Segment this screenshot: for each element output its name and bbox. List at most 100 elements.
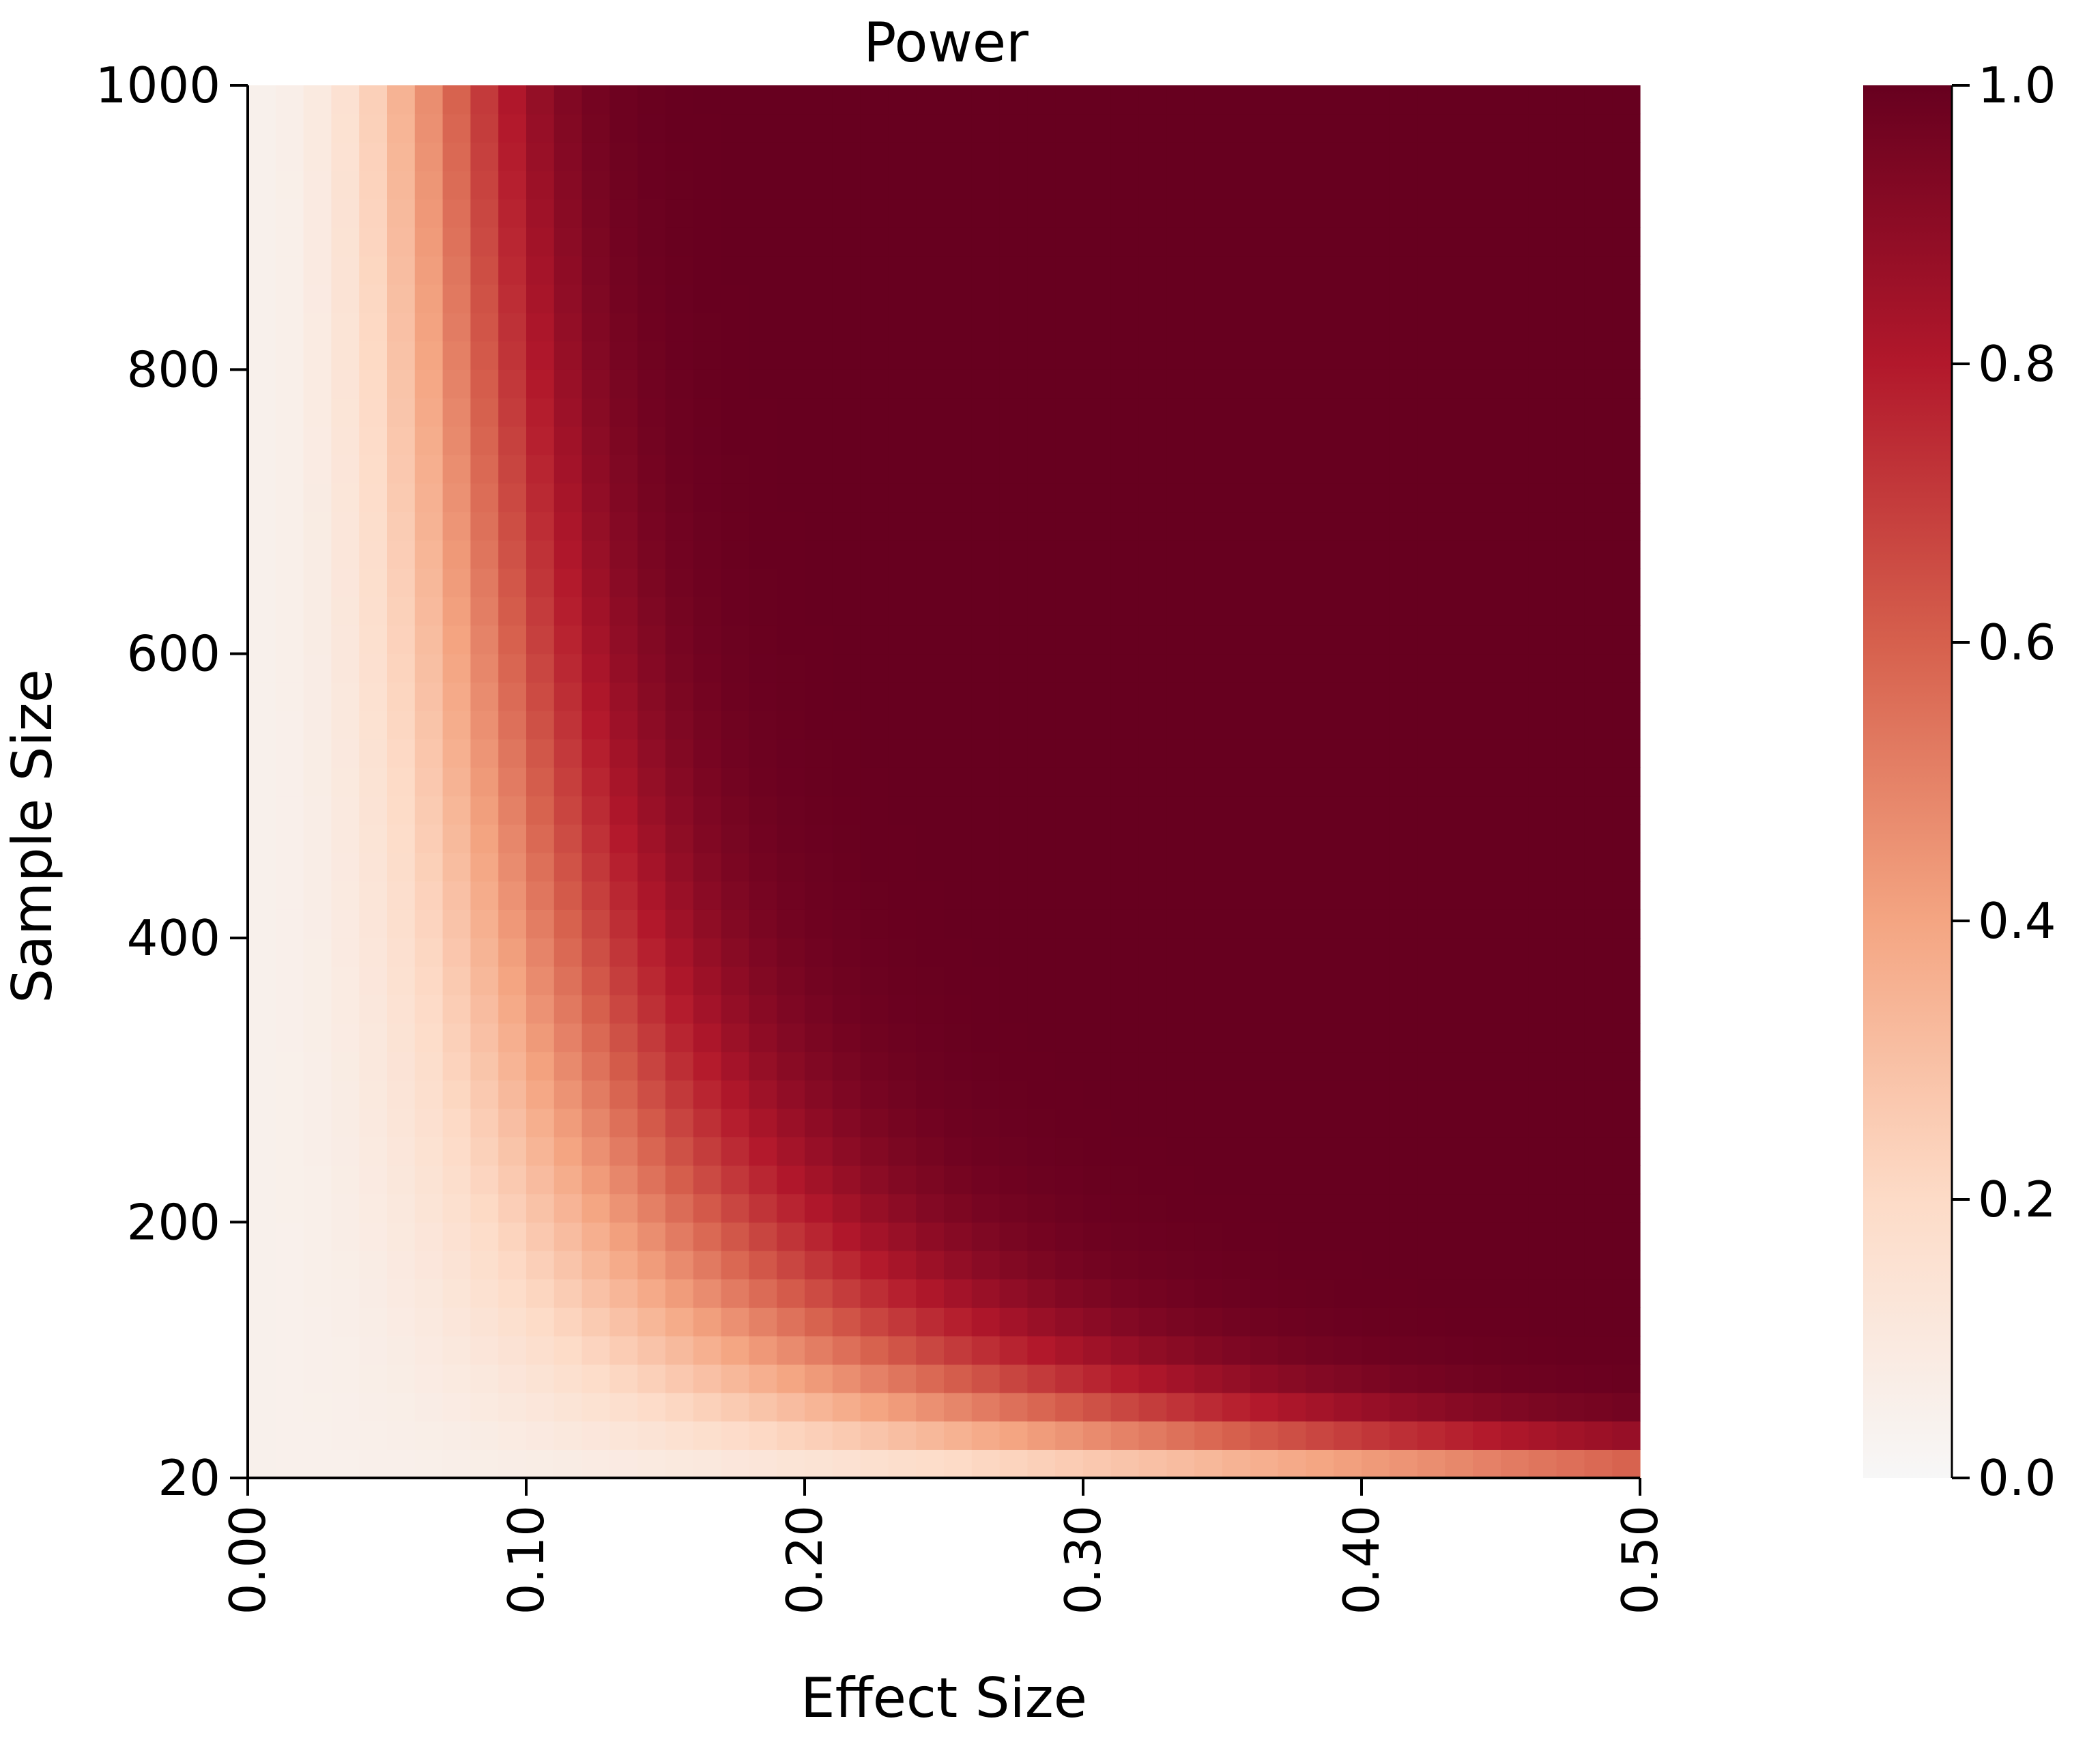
heatmap-cell: [414, 1364, 444, 1393]
heatmap-cell: [1473, 682, 1501, 711]
heatmap-cell: [1389, 1165, 1418, 1195]
heatmap-cell: [999, 682, 1028, 711]
heatmap-cell: [553, 1335, 583, 1365]
heatmap-cell: [1278, 1051, 1306, 1081]
heatmap-cell: [777, 341, 805, 370]
heatmap-cell: [944, 540, 973, 569]
heatmap-cell: [1389, 853, 1418, 882]
heatmap-cell: [971, 1222, 1001, 1251]
heatmap-cell: [1473, 1335, 1501, 1365]
heatmap-cell: [1334, 341, 1362, 370]
heatmap-cell: [414, 255, 444, 285]
heatmap-cell: [387, 966, 416, 995]
heatmap-cell: [832, 113, 861, 143]
heatmap-cell: [498, 511, 527, 541]
heatmap-cell: [387, 1137, 416, 1166]
heatmap-cell: [916, 540, 945, 569]
heatmap-cell: [414, 568, 444, 597]
heatmap-cell: [944, 1449, 973, 1479]
heatmap-cell: [526, 853, 555, 882]
heatmap-cell: [1417, 909, 1445, 939]
heatmap-cell: [553, 995, 583, 1024]
heatmap-cell: [1584, 995, 1613, 1024]
heatmap-cell: [693, 455, 722, 484]
heatmap-cell: [1501, 255, 1529, 285]
heatmap-cell: [1389, 511, 1418, 541]
heatmap-cell: [1334, 455, 1362, 484]
heatmap-cell: [248, 1108, 276, 1138]
heatmap-cell: [944, 113, 973, 143]
heatmap-cell: [1389, 1137, 1418, 1166]
x-axis: 0.00 0.10 0.20 0.30 0.40 0.50: [219, 1477, 1669, 1614]
heatmap-cell: [359, 995, 388, 1024]
heatmap-cell: [999, 824, 1028, 853]
heatmap-cell: [693, 1222, 722, 1251]
heatmap-cell: [1417, 1108, 1445, 1138]
heatmap-cell: [1334, 142, 1362, 171]
heatmap-cell: [1334, 853, 1362, 882]
heatmap-cell: [1138, 1051, 1167, 1081]
heatmap-cell: [1027, 227, 1056, 257]
heatmap-cell: [1473, 1393, 1501, 1422]
heatmap-cell: [1166, 426, 1195, 455]
heatmap-cell: [860, 284, 889, 313]
heatmap-cell: [275, 1449, 304, 1479]
heatmap-cell: [248, 397, 276, 427]
heatmap-cell: [303, 540, 332, 569]
heatmap-cell: [1138, 341, 1167, 370]
heatmap-cell: [553, 85, 583, 115]
heatmap-cell: [470, 511, 499, 541]
heatmap-cell: [999, 1364, 1028, 1393]
heatmap-cell: [916, 1250, 945, 1280]
heatmap-cell: [1584, 1023, 1613, 1053]
heatmap-cell: [1556, 483, 1585, 513]
heatmap-cell: [1584, 1250, 1613, 1280]
heatmap-cell: [303, 1193, 332, 1223]
heatmap-cell: [1389, 1051, 1418, 1081]
heatmap-cell: [553, 227, 583, 257]
heatmap-cell: [665, 568, 694, 597]
heatmap-cell: [665, 455, 694, 484]
heatmap-cell: [1612, 682, 1641, 711]
heatmap-cell: [944, 1137, 973, 1166]
heatmap-cell: [1194, 142, 1223, 171]
heatmap-cell: [526, 1165, 555, 1195]
heatmap-cell: [470, 455, 499, 484]
heatmap-cell: [777, 313, 805, 342]
heatmap-cell: [721, 341, 749, 370]
heatmap-cell: [1083, 227, 1112, 257]
heatmap-cell: [1473, 1279, 1501, 1308]
heatmap-cell: [1584, 313, 1613, 342]
heatmap-cell: [777, 1137, 805, 1166]
heatmap-cell: [1528, 1137, 1557, 1166]
heatmap-cell: [1278, 739, 1306, 768]
heatmap-cell: [1166, 511, 1195, 541]
heatmap-cell: [749, 625, 777, 655]
heatmap-cell: [637, 255, 666, 285]
heatmap-cell: [1278, 909, 1306, 939]
heatmap-cell: [721, 1023, 749, 1053]
heatmap-cell: [1334, 85, 1362, 115]
heatmap-cell: [1445, 710, 1473, 740]
heatmap-cell: [1306, 455, 1334, 484]
heatmap-cell: [832, 227, 861, 257]
heatmap-cell: [275, 255, 304, 285]
heatmap-cell: [1027, 1080, 1056, 1109]
heatmap-cell: [999, 597, 1028, 626]
heatmap-cell: [1556, 540, 1585, 569]
heatmap-cell: [470, 341, 499, 370]
heatmap-cell: [1306, 767, 1334, 797]
heatmap-cell: [553, 142, 583, 171]
heatmap-cell: [275, 1023, 304, 1053]
heatmap-cell: [1166, 170, 1195, 200]
heatmap-cell: [331, 795, 360, 825]
heatmap-cell: [1556, 909, 1585, 939]
heatmap-cell: [470, 881, 499, 910]
heatmap-cell: [414, 511, 444, 541]
heatmap-cell: [470, 227, 499, 257]
heatmap-cell: [1445, 966, 1473, 995]
heatmap-cell: [665, 511, 694, 541]
heatmap-cell: [999, 455, 1028, 484]
heatmap-cell: [1501, 1279, 1529, 1308]
heatmap-cell: [1389, 199, 1418, 228]
